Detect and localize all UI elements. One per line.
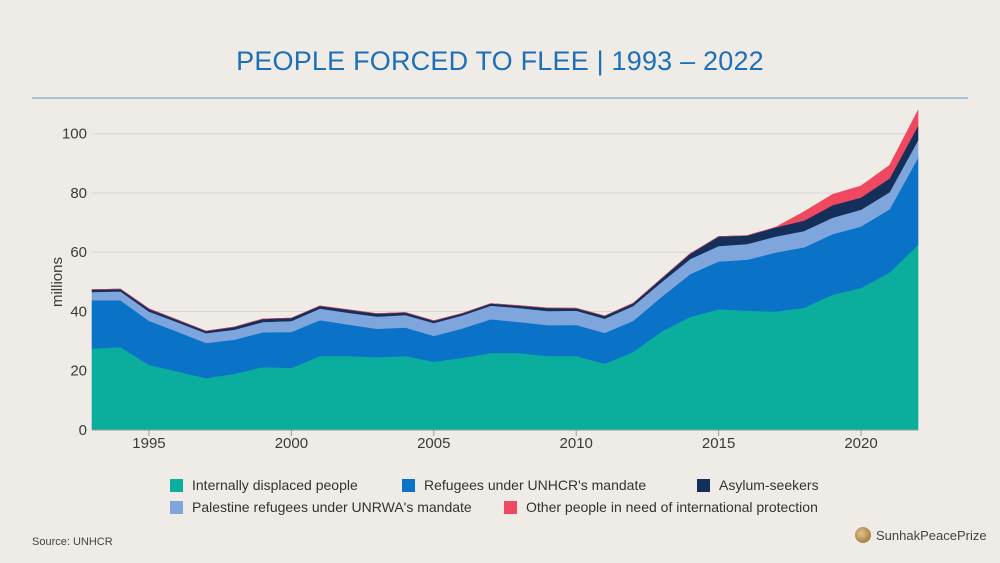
brand-logo-text: SunhakPeacePrize: [855, 527, 987, 543]
legend-swatch-unhcr-refugees: [402, 478, 415, 492]
title-divider: [32, 97, 968, 99]
legend-label-unrwa: Palestine refugees under UNRWA's mandate: [192, 499, 472, 515]
x-tick-label-2015: 2015: [702, 435, 735, 452]
x-tick-label-2005: 2005: [417, 435, 450, 452]
legend: Internally displaced people Refugees und…: [170, 474, 890, 518]
source-note: Source: UNHCR: [32, 536, 113, 548]
legend-item-idp: Internally displaced people: [170, 477, 402, 493]
x-tick-label-2020: 2020: [844, 435, 877, 452]
area-series-other-people-in-need-of-international-protection: [91, 110, 919, 332]
y-tick-label-20: 20: [70, 363, 87, 380]
brand-name: SunhakPeacePrize: [876, 527, 987, 543]
legend-item-asylum-seekers: Asylum-seekers: [697, 477, 819, 493]
legend-label-asylum-seekers: Asylum-seekers: [719, 477, 819, 493]
legend-row-2: Palestine refugees under UNRWA's mandate…: [170, 496, 890, 518]
x-tick-label-2000: 2000: [275, 435, 308, 452]
legend-row-1: Internally displaced people Refugees und…: [170, 474, 890, 496]
legend-label-other-protection: Other people in need of international pr…: [526, 499, 818, 515]
legend-item-unrwa: Palestine refugees under UNRWA's mandate: [170, 499, 504, 515]
y-tick-label-80: 80: [70, 185, 87, 202]
legend-swatch-idp: [170, 478, 183, 492]
y-axis-label: millions: [49, 257, 66, 307]
legend-swatch-other-protection: [504, 500, 517, 514]
x-tick-label-1995: 1995: [132, 435, 165, 452]
legend-label-unhcr-refugees: Refugees under UNHCR's mandate: [424, 477, 647, 493]
x-tick-label-2010: 2010: [560, 435, 593, 452]
legend-item-other-protection: Other people in need of international pr…: [504, 499, 818, 515]
sunhak-logo-icon: [855, 527, 871, 543]
legend-swatch-asylum-seekers: [697, 478, 710, 492]
chart-title: PEOPLE FORCED TO FLEE | 1993 – 2022: [236, 46, 764, 76]
y-tick-label-40: 40: [70, 303, 87, 320]
legend-item-unhcr-refugees: Refugees under UNHCR's mandate: [402, 477, 697, 493]
y-tick-label-60: 60: [70, 244, 87, 261]
legend-swatch-unrwa: [170, 500, 183, 514]
legend-label-idp: Internally displaced people: [192, 477, 358, 493]
y-tick-label-0: 0: [79, 422, 87, 439]
y-tick-label-100: 100: [62, 126, 87, 143]
